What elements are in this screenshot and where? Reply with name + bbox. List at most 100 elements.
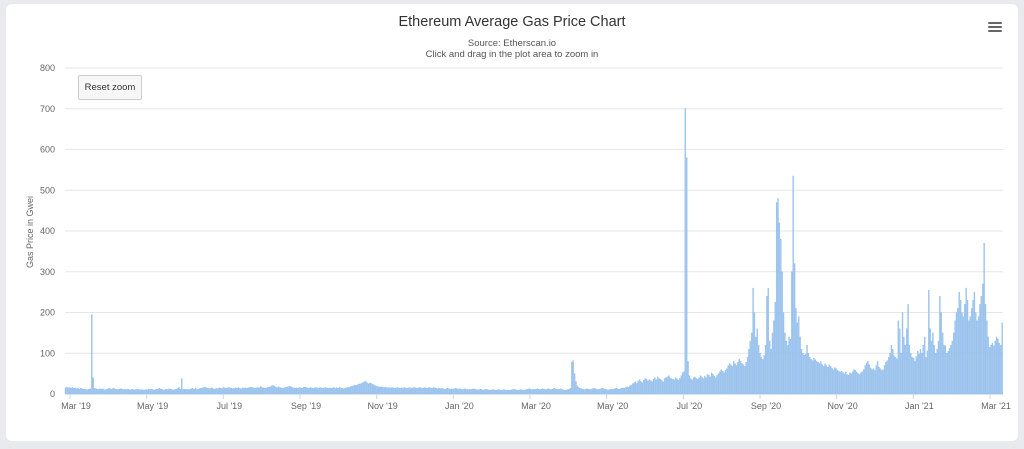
bar — [688, 375, 691, 395]
y-tick-label: 300 — [40, 267, 55, 277]
bar — [410, 388, 413, 395]
bar — [690, 378, 692, 395]
bar — [695, 378, 698, 395]
bar — [515, 389, 518, 395]
bar — [236, 388, 238, 395]
bar — [834, 367, 836, 395]
bar — [663, 378, 666, 395]
bar — [138, 388, 140, 395]
bar — [264, 388, 266, 395]
bar — [914, 361, 916, 395]
bar — [673, 379, 675, 395]
reset-zoom-button[interactable]: Reset zoom — [78, 75, 142, 100]
bar — [301, 388, 303, 395]
bar — [825, 365, 828, 395]
bar — [596, 388, 598, 395]
bar — [780, 238, 782, 395]
bar — [190, 388, 193, 395]
bar — [578, 387, 580, 395]
bar — [677, 379, 680, 395]
bar — [445, 388, 447, 395]
bar — [135, 388, 137, 395]
bar — [205, 387, 208, 395]
bar — [443, 388, 446, 395]
bar — [948, 348, 951, 395]
bar — [315, 387, 317, 395]
bar — [816, 361, 818, 395]
bar — [911, 357, 913, 395]
bar — [820, 361, 822, 395]
bar — [872, 368, 875, 395]
bar — [222, 387, 224, 395]
bar — [273, 386, 276, 395]
bar — [261, 387, 263, 395]
bar — [549, 388, 551, 395]
bar — [759, 353, 761, 395]
bar — [169, 388, 172, 395]
bar — [254, 388, 256, 395]
bar — [472, 388, 475, 395]
hamburger-menu-icon[interactable] — [988, 22, 1002, 34]
bar — [746, 357, 749, 395]
bar — [701, 376, 703, 395]
bar — [769, 340, 771, 395]
bar — [821, 364, 823, 395]
bar — [416, 388, 418, 395]
bar — [652, 379, 655, 395]
bar — [432, 387, 435, 395]
bar — [175, 388, 177, 395]
bar — [799, 336, 801, 395]
bar — [71, 387, 74, 395]
bar — [398, 387, 400, 395]
bar — [726, 368, 728, 395]
bar — [435, 388, 437, 395]
bar — [896, 358, 898, 395]
bar — [474, 388, 476, 395]
bar — [789, 338, 792, 395]
bar — [986, 320, 988, 395]
bar — [276, 387, 278, 395]
bar — [442, 388, 444, 395]
bar — [152, 389, 154, 395]
bar — [174, 389, 176, 395]
bar — [434, 387, 436, 395]
bar — [781, 271, 783, 395]
bar — [183, 388, 186, 395]
bar — [102, 388, 104, 395]
bar — [753, 312, 756, 395]
bar — [669, 377, 671, 395]
bar — [319, 387, 321, 395]
bar — [340, 387, 342, 395]
bar — [124, 388, 126, 395]
bar — [630, 384, 632, 395]
bar — [876, 361, 879, 395]
bar — [470, 389, 472, 395]
bar — [775, 202, 778, 395]
bar — [95, 388, 97, 395]
bar — [279, 387, 281, 395]
bar — [401, 387, 403, 395]
bar — [539, 389, 541, 395]
bar — [579, 388, 581, 395]
bar — [333, 387, 335, 395]
bar — [356, 384, 359, 395]
bar — [207, 388, 209, 395]
bar — [232, 388, 234, 395]
bar — [140, 389, 143, 395]
bar — [365, 380, 367, 395]
bar — [991, 342, 994, 395]
bar — [955, 312, 958, 395]
bar — [192, 388, 194, 395]
bar — [807, 353, 810, 395]
bar — [405, 387, 407, 395]
bar — [679, 378, 681, 395]
bar — [327, 388, 330, 395]
bar — [312, 388, 314, 395]
bar — [326, 387, 328, 395]
bar — [407, 387, 410, 395]
bar — [338, 387, 341, 395]
bar — [154, 389, 157, 395]
bar — [288, 386, 291, 395]
bar — [749, 340, 751, 395]
